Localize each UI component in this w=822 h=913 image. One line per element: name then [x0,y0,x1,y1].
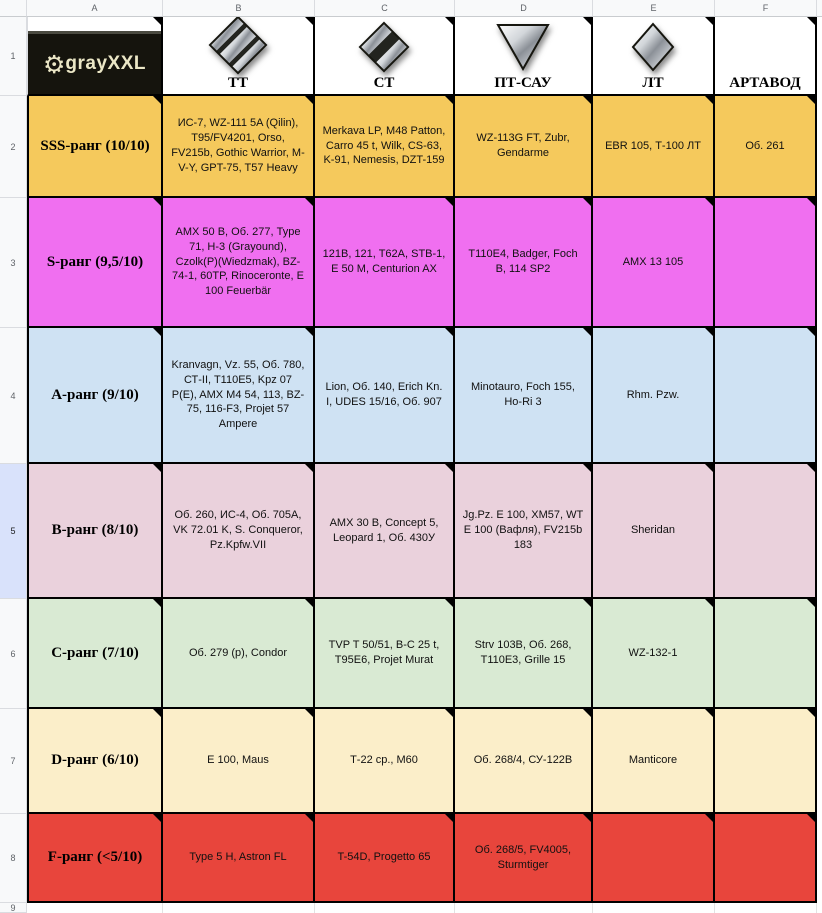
cell-sss-tt[interactable]: ИС-7, WZ-111 5A (Qilin), T95/FV4201, Ors… [163,96,315,198]
cell-a-tt[interactable]: Kranvagn, Vz. 55, Об. 780, СТ-II, T110E5… [163,328,315,464]
cell-sss-lt[interactable]: EBR 105, Т-100 ЛТ [593,96,715,198]
cell-f-st[interactable]: T-54D, Progetto 65 [315,814,455,903]
row-header-5[interactable]: 5 [0,464,27,599]
cell-logo[interactable]: ⚙ grayXXL [27,17,163,96]
empty-cell[interactable] [163,903,315,913]
class-label-tt: ТТ [227,75,248,91]
cell-sss-td[interactable]: WZ-113G FT, Zubr, Gendarme [455,96,593,198]
cell-header-art[interactable]: АРТАВОД [715,17,817,96]
class-label-lt: ЛТ [642,75,664,91]
cell-a-st[interactable]: Lion, Об. 140, Erich Kn. I, UDES 15/16, … [315,328,455,464]
gridline-sliver [817,814,822,903]
empty-cell[interactable] [715,903,817,913]
cell-s-tt[interactable]: AMX 50 B, Об. 277, Type 71, H-3 (Grayoun… [163,198,315,328]
select-all-corner[interactable] [0,0,27,17]
cell-a-art[interactable] [715,328,817,464]
cell-d-tt[interactable]: E 100, Maus [163,709,315,814]
cell-s-td[interactable]: T110E4, Badger, Foch B, 114 SP2 [455,198,593,328]
cell-c-st[interactable]: TVP T 50/51, B-C 25 t, T95E6, Projet Mur… [315,599,455,709]
cell-s-art[interactable] [715,198,817,328]
cell-f-art[interactable] [715,814,817,903]
column-header-d[interactable]: D [455,0,593,17]
column-header-c[interactable]: C [315,0,455,17]
gridline-sliver [817,198,822,328]
cell-s-lt[interactable]: AMX 13 105 [593,198,715,328]
cell-f-tt[interactable]: Type 5 H, Astron FL [163,814,315,903]
cell-d-rank[interactable]: D-ранг (6/10) [27,709,163,814]
cell-f-rank[interactable]: F-ранг (<5/10) [27,814,163,903]
empty-cell[interactable] [27,903,163,913]
cell-d-art[interactable] [715,709,817,814]
cell-c-td[interactable]: Strv 103B, Об. 268, T110E3, Grille 15 [455,599,593,709]
row-header-2[interactable]: 2 [0,96,27,198]
logo-text: grayXXL [65,53,147,74]
cell-sss-st[interactable]: Merkava LP, M48 Patton, Carro 45 t, Wilk… [315,96,455,198]
cell-header-tt[interactable]: ТТ [163,17,315,96]
heavy-tank-icon [163,17,313,76]
cell-d-td[interactable]: Об. 268/4, СУ-122В [455,709,593,814]
class-label-art: АРТАВОД [729,75,801,91]
cell-b-rank[interactable]: B-ранг (8/10) [27,464,163,599]
cell-c-tt[interactable]: Об. 279 (р), Condor [163,599,315,709]
cell-d-st[interactable]: Т-22 ср., М60 [315,709,455,814]
class-label-td: ПТ-САУ [494,75,552,91]
gear-icon: ⚙ [43,49,66,79]
cell-c-art[interactable] [715,599,817,709]
header-strip-sliver [817,0,822,17]
column-header-e[interactable]: E [593,0,715,17]
gridline-sliver [817,328,822,464]
empty-cell[interactable] [315,903,455,913]
row-header-4[interactable]: 4 [0,328,27,464]
empty-cell[interactable] [593,903,715,913]
gridline-sliver [817,903,822,913]
cell-b-tt[interactable]: Об. 260, ИС-4, Об. 705А, VK 72.01 K, S. … [163,464,315,599]
cell-b-td[interactable]: Jg.Pz. E 100, XM57, WT E 100 (Вафля), FV… [455,464,593,599]
row-header-3[interactable]: 3 [0,198,27,328]
row-header-8[interactable]: 8 [0,814,27,903]
cell-f-td[interactable]: Об. 268/5, FV4005, Sturmtiger [455,814,593,903]
medium-tank-icon [315,17,453,76]
cell-header-td[interactable]: ПТ-САУ [455,17,593,96]
cell-sss-rank[interactable]: SSS-ранг (10/10) [27,96,163,198]
cell-a-rank[interactable]: A-ранг (9/10) [27,328,163,464]
column-header-a[interactable]: A [27,0,163,17]
gridline-sliver [817,599,822,709]
gridline-sliver [817,464,822,599]
cell-c-lt[interactable]: WZ-132-1 [593,599,715,709]
cell-d-lt[interactable]: Manticore [593,709,715,814]
column-header-f[interactable]: F [715,0,817,17]
class-label-st: СТ [373,75,395,91]
cell-f-lt[interactable] [593,814,715,903]
tank-destroyer-icon [455,17,591,76]
cell-b-art[interactable] [715,464,817,599]
cell-sss-art[interactable]: Об. 261 [715,96,817,198]
cell-b-lt[interactable]: Sheridan [593,464,715,599]
cell-s-st[interactable]: 121B, 121, T62A, STB-1, E 50 M, Centurio… [315,198,455,328]
grayxxl-logo: ⚙ grayXXL [28,31,161,94]
gridline-sliver [817,709,822,814]
empty-cell[interactable] [455,903,593,913]
row-header-9[interactable]: 9 [0,903,27,913]
row-header-1[interactable]: 1 [0,17,27,96]
cell-s-rank[interactable]: S-ранг (9,5/10) [27,198,163,328]
cell-b-st[interactable]: AMX 30 B, Concept 5, Leopard 1, Об. 430У [315,464,455,599]
gridline-sliver [817,17,822,96]
cell-header-lt[interactable]: ЛТ [593,17,715,96]
cell-header-st[interactable]: СТ [315,17,455,96]
light-tank-icon [593,17,713,76]
column-header-b[interactable]: B [163,0,315,17]
cell-c-rank[interactable]: C-ранг (7/10) [27,599,163,709]
row-header-7[interactable]: 7 [0,709,27,814]
row-header-6[interactable]: 6 [0,599,27,709]
cell-a-lt[interactable]: Rhm. Pzw. [593,328,715,464]
cell-a-td[interactable]: Minotauro, Foch 155, Ho-Ri 3 [455,328,593,464]
gridline-sliver [817,96,822,198]
